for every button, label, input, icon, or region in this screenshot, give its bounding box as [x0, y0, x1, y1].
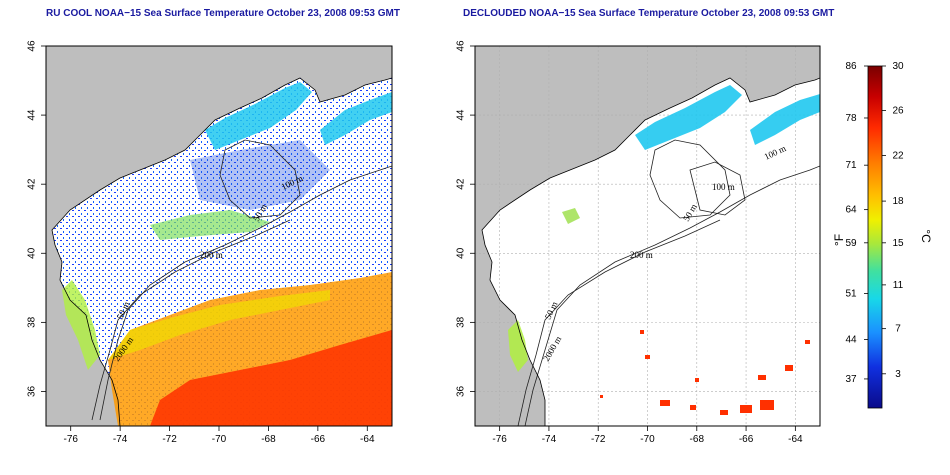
- colorbar-celsius-tick: 11: [893, 280, 904, 291]
- right-y-tick-label: 36: [456, 385, 467, 397]
- colorbar-fahrenheit-tick: 86: [845, 61, 857, 72]
- left-contour-gom: [219, 139, 301, 219]
- colorbar-fahrenheit-tick: 71: [845, 160, 857, 171]
- left-yellow-band: [108, 290, 330, 360]
- colorbar-fahrenheit-tick: 51: [845, 288, 857, 299]
- left-y-tick-label: 40: [27, 247, 38, 259]
- right-sst-map: 100 m 100 m 50 m 200 m 50 m 2000 m: [475, 46, 820, 426]
- right-x-tick-label: -66: [739, 434, 754, 445]
- colorbar-celsius-tick: 3: [895, 369, 901, 380]
- left-map-title: RU COOL NOAA−15 Sea Surface Temperature …: [46, 8, 400, 19]
- left-y-axis: 36 38 40 42 44 46: [27, 40, 46, 397]
- right-x-tick-label: -68: [690, 434, 705, 445]
- colorbar-fahrenheit-tick: 64: [845, 205, 857, 216]
- right-ocean-area: [482, 78, 820, 426]
- left-contour-label-200m: 200 m: [200, 250, 223, 260]
- right-contour-gom: [649, 139, 731, 219]
- right-contour-shelf: [524, 165, 820, 426]
- right-x-tick-label: -72: [591, 434, 606, 445]
- right-map-grid: [475, 46, 820, 426]
- right-y-tick-label: 38: [456, 316, 467, 328]
- colorbar-gradient: [867, 65, 883, 409]
- left-y-tick-label: 46: [27, 40, 38, 52]
- left-y-tick-label: 36: [27, 385, 38, 397]
- left-contour-shelf: [99, 165, 392, 421]
- right-x-axis: -76 -74 -72 -70 -68 -66 -64: [492, 426, 803, 445]
- right-y-tick-label: 42: [456, 178, 467, 190]
- colorbar-fahrenheit-label: °F: [832, 234, 846, 246]
- left-y-tick-label: 42: [27, 178, 38, 190]
- left-bay-of-fundy-cool: [320, 92, 392, 145]
- left-x-tick-label: -68: [261, 434, 276, 445]
- left-x-tick-label: -72: [162, 434, 177, 445]
- colorbar: 86 78 71 64 59 51 44 37 30 26 22 18 15 11 7 3 °F °C: [832, 61, 933, 409]
- right-y-tick-label: 44: [456, 109, 467, 121]
- right-coastal-green: [508, 320, 528, 372]
- left-sst-map: 100 m 50 m 200 m 50 m 2000 m: [46, 46, 392, 426]
- left-contour-deep: [91, 219, 291, 421]
- colorbar-fahrenheit-tick: 78: [845, 113, 857, 124]
- right-contour-deep: [517, 219, 721, 426]
- left-coastline: [51, 77, 392, 426]
- left-coastal-green: [62, 280, 100, 370]
- right-contour-inner: [689, 161, 746, 216]
- right-bay-of-fundy-cool: [750, 94, 820, 145]
- right-x-tick-label: -64: [788, 434, 803, 445]
- colorbar-celsius-ticks: 30 26 22 18 15 11 7 3: [882, 61, 904, 380]
- right-warm-pixels: [600, 330, 810, 415]
- colorbar-fahrenheit-tick: 37: [845, 374, 857, 385]
- right-x-tick-label: -76: [492, 434, 507, 445]
- colorbar-celsius-tick: 30: [892, 61, 904, 72]
- colorbar-celsius-tick: 26: [892, 105, 904, 116]
- colorbar-celsius-tick: 7: [895, 324, 901, 335]
- right-gulf-of-maine-cool: [635, 85, 742, 150]
- left-hot-region: [150, 330, 392, 426]
- colorbar-celsius-tick: 15: [892, 238, 904, 249]
- colorbar-fahrenheit-ticks: 86 78 71 64 59 51 44 37: [845, 61, 868, 385]
- left-x-tick-label: -66: [311, 434, 326, 445]
- left-gulf-of-maine-cool: [205, 82, 312, 150]
- left-x-axis: -76 -74 -72 -70 -68 -66 -64: [63, 426, 375, 445]
- left-y-tick-label: 44: [27, 109, 38, 121]
- right-y-tick-label: 46: [456, 40, 467, 52]
- left-blue-cloud-mass: [190, 140, 330, 210]
- left-shelf-green: [150, 210, 270, 240]
- colorbar-celsius-tick: 18: [892, 196, 904, 207]
- right-contour-label-100m-b: 100 m: [712, 182, 735, 192]
- right-green-patch: [562, 208, 580, 224]
- right-x-tick-label: -74: [542, 434, 557, 445]
- colorbar-fahrenheit-tick: 59: [845, 238, 857, 249]
- colorbar-fahrenheit-tick: 44: [845, 335, 857, 346]
- left-x-tick-label: -64: [360, 434, 375, 445]
- left-x-tick-label: -70: [212, 434, 227, 445]
- right-y-axis: 36 38 40 42 44 46: [456, 40, 475, 397]
- left-x-tick-label: -76: [63, 434, 78, 445]
- colorbar-celsius-label: °C: [919, 229, 933, 243]
- left-x-tick-label: -74: [113, 434, 128, 445]
- right-contour-label-200m: 200 m: [630, 250, 653, 260]
- right-y-tick-label: 40: [456, 247, 467, 259]
- left-y-tick-label: 38: [27, 316, 38, 328]
- right-x-tick-label: -70: [640, 434, 655, 445]
- right-map-title: DECLOUDED NOAA−15 Sea Surface Temperatur…: [463, 8, 835, 19]
- colorbar-celsius-tick: 22: [892, 151, 904, 162]
- right-coastline: [481, 77, 820, 426]
